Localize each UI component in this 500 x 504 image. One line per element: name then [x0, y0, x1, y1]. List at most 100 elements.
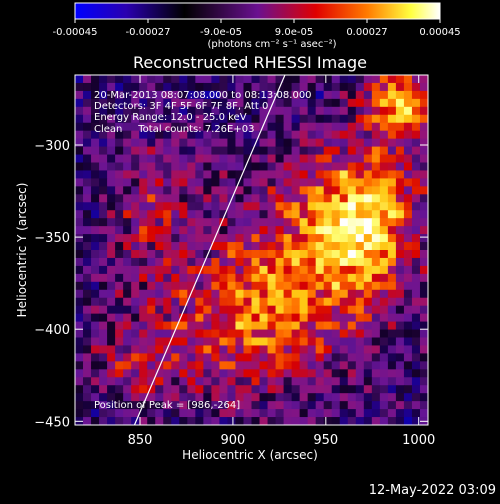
heatmap-cell	[155, 377, 164, 386]
heatmap-cell	[171, 409, 180, 418]
heatmap-cell	[171, 273, 180, 283]
heatmap-cell	[419, 106, 428, 116]
heatmap-cell	[211, 250, 220, 259]
heatmap-cell	[75, 234, 84, 243]
heatmap-cell	[275, 345, 284, 354]
heatmap-cell	[339, 130, 349, 140]
heatmap-cell	[203, 130, 212, 140]
heatmap-cell	[203, 393, 212, 402]
heatmap-cell	[291, 90, 301, 100]
heatmap-cell	[275, 170, 284, 179]
heatmap-cell	[227, 297, 236, 307]
heatmap-cell	[243, 194, 252, 203]
heatmap-cell	[235, 297, 244, 307]
heatmap-cell	[387, 130, 397, 140]
heatmap-cell	[131, 329, 140, 338]
heatmap-cell	[387, 234, 397, 243]
heatmap-cell	[163, 273, 172, 283]
heatmap-cell	[323, 281, 333, 291]
heatmap-cell	[139, 377, 148, 386]
heatmap-cell	[323, 226, 333, 235]
heatmap-cell	[323, 337, 333, 346]
heatmap-cell	[187, 170, 196, 179]
heatmap-cell	[75, 353, 84, 362]
heatmap-cell	[203, 226, 212, 235]
heatmap-cell	[91, 250, 100, 259]
heatmap-cell	[243, 337, 252, 346]
heatmap-cell	[179, 186, 188, 195]
heatmap-cell	[419, 353, 428, 362]
heatmap-cell	[331, 393, 341, 402]
heatmap-cell	[83, 226, 92, 235]
heatmap-cell	[187, 194, 196, 203]
heatmap-cell	[75, 242, 84, 251]
heatmap-cell	[123, 146, 132, 155]
heatmap-cell	[323, 265, 333, 275]
heatmap-cell	[107, 186, 116, 195]
heatmap-cell	[75, 361, 84, 370]
heatmap-cell	[219, 393, 228, 402]
heatmap-cell	[147, 82, 156, 92]
heatmap-cell	[379, 321, 389, 330]
heatmap-cell	[299, 82, 309, 92]
heatmap-cell	[131, 345, 140, 354]
heatmap-cell	[395, 385, 405, 394]
heatmap-cell	[419, 75, 428, 84]
heatmap-cell	[107, 202, 116, 211]
heatmap-cell	[403, 138, 413, 147]
heatmap-cell	[371, 122, 381, 132]
heatmap-cell	[339, 242, 349, 251]
heatmap-cell	[275, 202, 284, 211]
heatmap-cell	[363, 114, 373, 124]
heatmap-cell	[419, 393, 428, 402]
heatmap-cell	[187, 130, 196, 140]
heatmap-cell	[371, 138, 381, 147]
heatmap-cell	[323, 202, 333, 211]
heatmap-cell	[275, 186, 284, 195]
heatmap-cell	[227, 361, 236, 370]
heatmap-cell	[307, 401, 317, 410]
heatmap-cell	[355, 130, 365, 140]
heatmap-cell	[123, 257, 132, 267]
heatmap-cell	[131, 178, 140, 187]
heatmap-cell	[291, 242, 301, 251]
heatmap-cell	[331, 138, 341, 147]
heatmap-cell	[259, 226, 268, 235]
heatmap-cell	[259, 257, 268, 267]
heatmap-cell	[99, 130, 108, 140]
heatmap-cell	[75, 257, 84, 267]
heatmap-cell	[171, 385, 180, 394]
heatmap-cell	[147, 337, 156, 346]
heatmap-cell	[395, 234, 405, 243]
heatmap-cell	[187, 186, 196, 195]
heatmap-cell	[387, 417, 397, 425]
heatmap-cell	[227, 114, 236, 124]
heatmap-cell	[323, 329, 333, 338]
heatmap-cell	[195, 218, 204, 227]
heatmap-cell	[307, 305, 317, 315]
heatmap-cell	[75, 305, 84, 315]
heatmap-cell	[291, 417, 301, 425]
heatmap-cell	[131, 122, 140, 132]
heatmap-cell	[307, 361, 317, 370]
heatmap-cell	[387, 345, 397, 354]
heatmap-cell	[179, 345, 188, 354]
heatmap-cell	[339, 377, 349, 386]
heatmap-cell	[355, 345, 365, 354]
heatmap-cell	[395, 114, 405, 124]
heatmap-cell	[243, 82, 252, 92]
heatmap-cell	[139, 106, 148, 116]
heatmap-cell	[259, 82, 268, 92]
heatmap-cell	[91, 361, 100, 370]
heatmap-cell	[403, 369, 413, 378]
heatmap-cell	[259, 194, 268, 203]
heatmap-cell	[371, 146, 381, 155]
heatmap-cell	[147, 377, 156, 386]
heatmap-cell	[387, 369, 397, 378]
heatmap-cell	[379, 369, 389, 378]
heatmap-cell	[267, 321, 276, 330]
heatmap-cell	[147, 186, 156, 195]
heatmap-cell	[139, 98, 148, 108]
heatmap-cell	[411, 82, 421, 92]
heatmap-cell	[307, 321, 317, 330]
